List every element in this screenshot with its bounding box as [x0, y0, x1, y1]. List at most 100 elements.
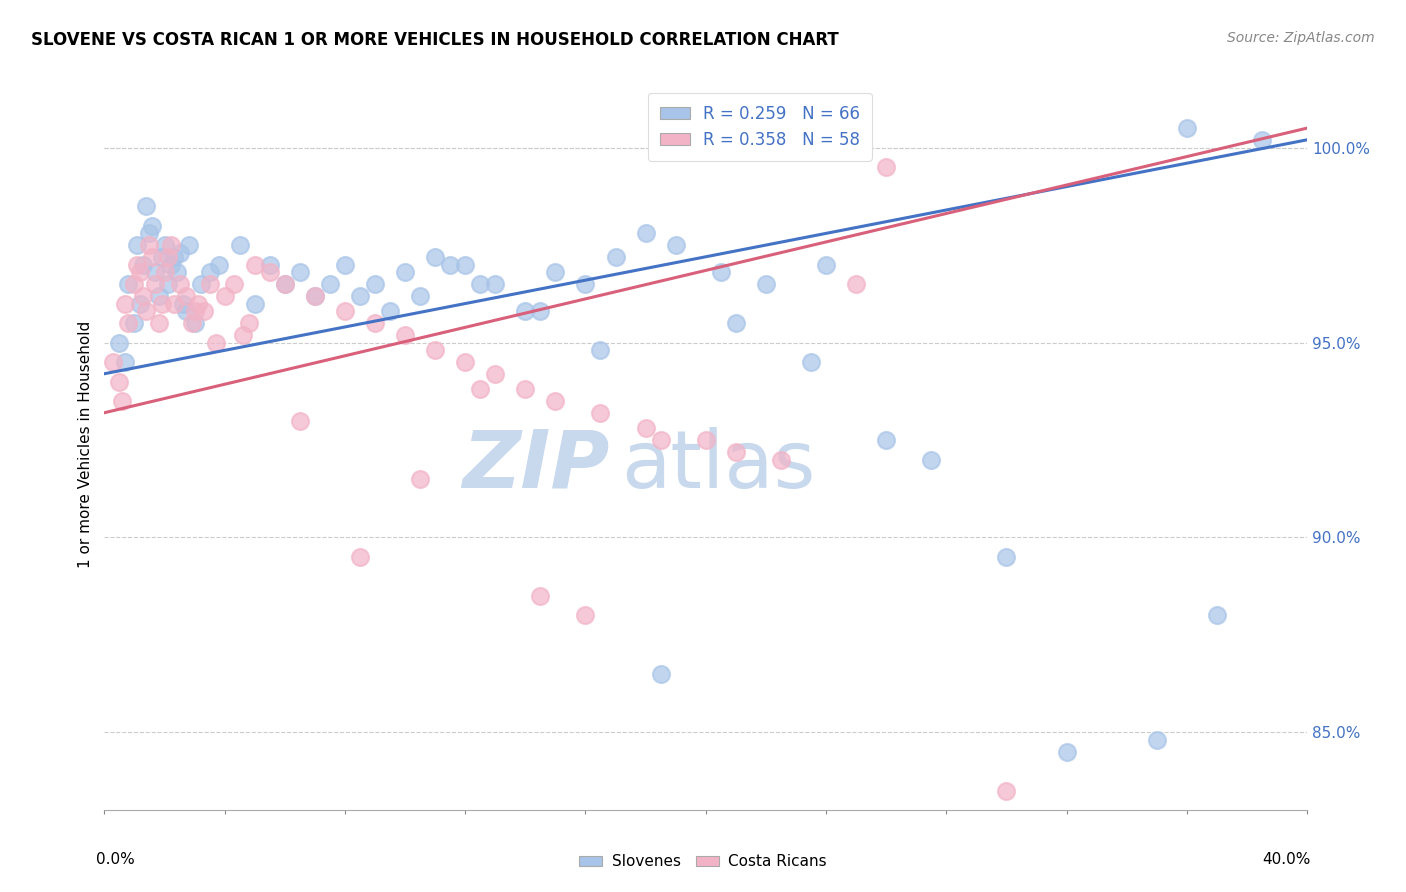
Point — [274, 277, 297, 291]
Point — [484, 277, 506, 291]
Point — [845, 277, 868, 291]
Point — [156, 250, 179, 264]
Point — [423, 250, 446, 264]
Point — [145, 277, 167, 291]
Point — [204, 335, 226, 350]
Point — [141, 250, 163, 264]
Point — [529, 304, 551, 318]
Point — [650, 433, 672, 447]
Text: ZIP: ZIP — [463, 427, 610, 505]
Legend: Slovenes, Costa Ricans: Slovenes, Costa Ricans — [574, 848, 832, 875]
Point — [243, 258, 266, 272]
Point — [1146, 733, 1168, 747]
Point — [159, 258, 181, 272]
Point — [333, 258, 356, 272]
Point — [378, 304, 401, 318]
Point — [529, 589, 551, 603]
Point — [129, 296, 152, 310]
Text: 40.0%: 40.0% — [1263, 852, 1310, 867]
Point — [166, 265, 188, 279]
Point — [108, 375, 131, 389]
Point — [470, 382, 492, 396]
Point — [394, 265, 416, 279]
Point — [800, 355, 823, 369]
Point — [1205, 608, 1227, 623]
Point — [1056, 745, 1078, 759]
Point — [394, 327, 416, 342]
Point — [423, 343, 446, 358]
Point — [259, 265, 281, 279]
Point — [222, 277, 245, 291]
Point — [159, 238, 181, 252]
Point — [129, 265, 152, 279]
Point — [228, 238, 250, 252]
Point — [995, 784, 1018, 798]
Point — [589, 406, 612, 420]
Point — [439, 258, 461, 272]
Point — [114, 355, 136, 369]
Point — [138, 227, 160, 241]
Point — [1175, 121, 1198, 136]
Legend: R = 0.259   N = 66, R = 0.358   N = 58: R = 0.259 N = 66, R = 0.358 N = 58 — [648, 93, 872, 161]
Point — [135, 199, 157, 213]
Point — [208, 258, 231, 272]
Point — [409, 472, 432, 486]
Point — [127, 238, 149, 252]
Point — [127, 258, 149, 272]
Point — [124, 316, 146, 330]
Point — [214, 289, 236, 303]
Point — [190, 277, 212, 291]
Point — [710, 265, 733, 279]
Point — [117, 316, 139, 330]
Point — [364, 316, 387, 330]
Point — [187, 296, 209, 310]
Point — [150, 250, 173, 264]
Point — [162, 250, 184, 264]
Point — [198, 277, 221, 291]
Point — [148, 316, 170, 330]
Point — [148, 289, 170, 303]
Point — [114, 296, 136, 310]
Point — [174, 304, 197, 318]
Point — [193, 304, 215, 318]
Point — [156, 277, 179, 291]
Y-axis label: 1 or more Vehicles in Household: 1 or more Vehicles in Household — [79, 320, 93, 567]
Point — [724, 316, 747, 330]
Point — [349, 289, 371, 303]
Point — [814, 258, 837, 272]
Point — [169, 277, 191, 291]
Point — [364, 277, 387, 291]
Point — [349, 549, 371, 564]
Point — [470, 277, 492, 291]
Point — [162, 296, 184, 310]
Text: atlas: atlas — [621, 427, 815, 505]
Point — [153, 238, 176, 252]
Point — [544, 394, 567, 409]
Point — [153, 265, 176, 279]
Point — [333, 304, 356, 318]
Point — [995, 549, 1018, 564]
Point — [304, 289, 326, 303]
Point — [243, 296, 266, 310]
Point — [232, 327, 254, 342]
Point — [135, 304, 157, 318]
Point — [769, 452, 792, 467]
Point — [183, 304, 205, 318]
Point — [589, 343, 612, 358]
Point — [172, 296, 194, 310]
Point — [174, 289, 197, 303]
Point — [409, 289, 432, 303]
Text: Source: ZipAtlas.com: Source: ZipAtlas.com — [1227, 31, 1375, 45]
Point — [138, 238, 160, 252]
Point — [920, 452, 942, 467]
Point — [319, 277, 342, 291]
Point — [515, 382, 537, 396]
Point — [108, 335, 131, 350]
Point — [695, 433, 717, 447]
Point — [574, 608, 596, 623]
Point — [304, 289, 326, 303]
Point — [150, 296, 173, 310]
Point — [124, 277, 146, 291]
Point — [574, 277, 596, 291]
Point — [274, 277, 297, 291]
